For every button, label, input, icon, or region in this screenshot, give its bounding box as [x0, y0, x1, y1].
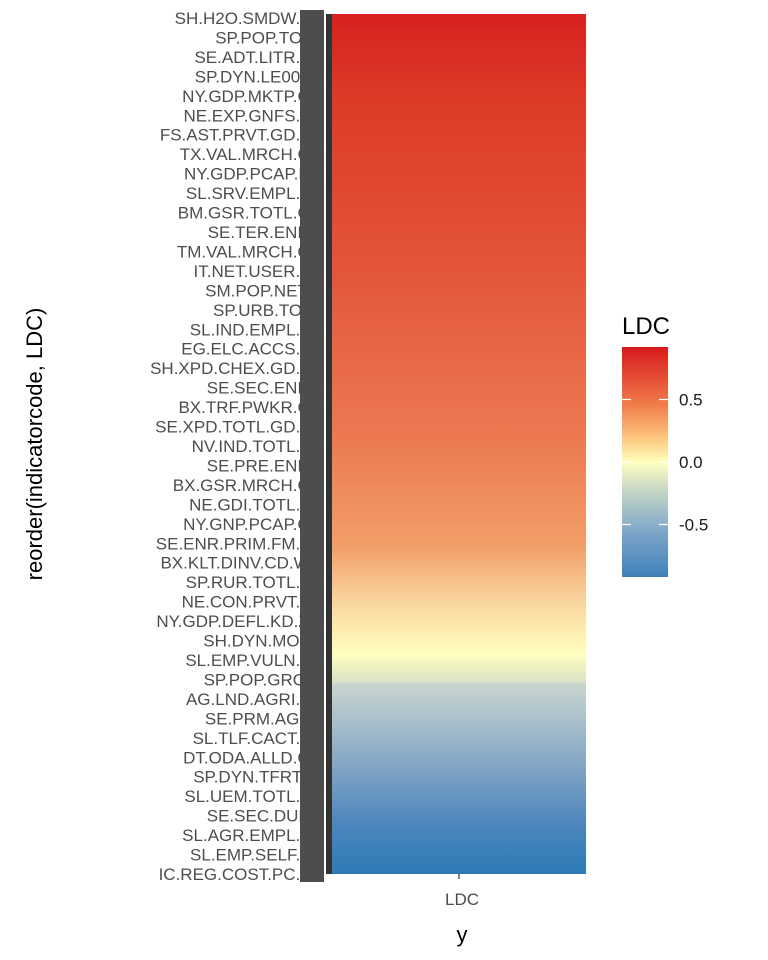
y-tick-label: SE.PRM.AGES — [205, 709, 322, 728]
y-tick-label: SH.XPD.CHEX.GD.ZS — [150, 359, 322, 378]
y-tick-label-smear — [300, 10, 324, 882]
y-tick-label: SP.RUR.TOTL.ZS — [186, 573, 322, 592]
y-tick-label: SP.URB.TOTL — [213, 301, 322, 320]
legend-tick-label: 0.0 — [679, 453, 703, 472]
y-tick-label: IT.NET.USER.ZS — [194, 262, 322, 281]
y-tick-label: SL.SRV.EMPL.ZS — [186, 184, 322, 203]
y-tick-label: SL.EMP.SELF.ZS — [190, 846, 322, 865]
heatmap-tile — [332, 14, 586, 874]
y-tick-label: DT.ODA.ALLD.CD — [183, 748, 322, 767]
y-tick-label: SE.TER.ENRR — [208, 223, 322, 242]
y-tick-label: SP.POP.TOTL — [215, 28, 322, 47]
y-tick-label: IC.REG.COST.PC.ZS — [159, 865, 322, 884]
y-tick-label: NV.IND.TOTL.ZS — [192, 437, 322, 456]
y-tick-labels: IC.REG.COST.PC.ZSSL.EMP.SELF.ZSSL.AGR.EM… — [150, 9, 322, 884]
y-tick-label: SP.DYN.TFRT.IN — [193, 768, 322, 787]
y-tick-label: BX.TRF.PWKR.CD — [178, 398, 322, 417]
y-tick-label: NE.EXP.GNFS.ZS — [183, 106, 322, 125]
y-tick-label: SL.EMP.VULN.ZS — [185, 651, 322, 670]
y-tick-label: SL.AGR.EMPL.ZS — [182, 826, 322, 845]
y-tick-label: NE.GDI.TOTL.ZS — [189, 495, 322, 514]
y-tick-label: SE.SEC.DURS — [207, 807, 322, 826]
y-tick-label: SH.H2O.SMDW.ZS — [175, 9, 322, 28]
y-tick-label: SE.SEC.ENRR — [207, 379, 322, 398]
y-tick-label: FS.AST.PRVT.GD.ZS — [160, 126, 322, 145]
legend-ticks: 0.5 0.0 -0.5 — [622, 391, 708, 535]
x-axis-title: y — [457, 922, 468, 947]
y-tick-label: NY.GDP.DEFL.KD.ZG — [156, 612, 322, 631]
y-tick-label: SE.PRE.ENRR — [207, 456, 322, 475]
x-tick-label: LDC — [445, 890, 479, 909]
y-tick-label: AG.LND.AGRI.ZS — [186, 690, 322, 709]
legend-tick-label: -0.5 — [679, 516, 708, 535]
y-tick-marks — [326, 14, 332, 874]
y-tick-label: EG.ELC.ACCS.ZS — [181, 340, 322, 359]
y-axis-title: reorder(indicatorcode, LDC) — [22, 308, 47, 581]
y-tick-label: SH.DYN.MORT — [203, 632, 322, 651]
y-tick-label: BM.GSR.TOTL.CD — [178, 204, 322, 223]
y-tick-label: BX.KLT.DINV.CD.WD — [160, 554, 322, 573]
legend-tick-label: 0.5 — [679, 391, 703, 410]
legend-title: LDC — [622, 313, 670, 340]
y-tick-label: SE.XPD.TOTL.GD.ZS — [155, 418, 322, 437]
y-tick-label: SP.POP.GROW — [204, 670, 322, 689]
y-tick-label: BX.GSR.MRCH.CD — [173, 476, 322, 495]
y-tick-label: TX.VAL.MRCH.CD — [180, 145, 322, 164]
y-tick-label: NY.GNP.PCAP.CD — [183, 515, 322, 534]
y-tick-label: SM.POP.NETM — [205, 281, 322, 300]
y-tick-label: NY.GDP.PCAP.KD — [184, 165, 322, 184]
y-tick-label: SE.ENR.PRIM.FM.ZS — [156, 534, 322, 553]
y-tick-label: SL.IND.EMPL.ZS — [190, 320, 322, 339]
y-tick-label: SE.ADT.LITR.ZS — [194, 48, 322, 67]
y-tick-label: NE.CON.PRVT.ZS — [182, 593, 322, 612]
y-tick-label: SP.DYN.LE00.IN — [195, 67, 322, 86]
y-tick-label: NY.GDP.MKTP.CD — [182, 87, 322, 106]
y-tick-label: SL.TLF.CACT.ZS — [193, 729, 322, 748]
y-tick-label: SL.UEM.TOTL.ZS — [184, 787, 322, 806]
y-tick-label: TM.VAL.MRCH.CD — [177, 242, 322, 261]
